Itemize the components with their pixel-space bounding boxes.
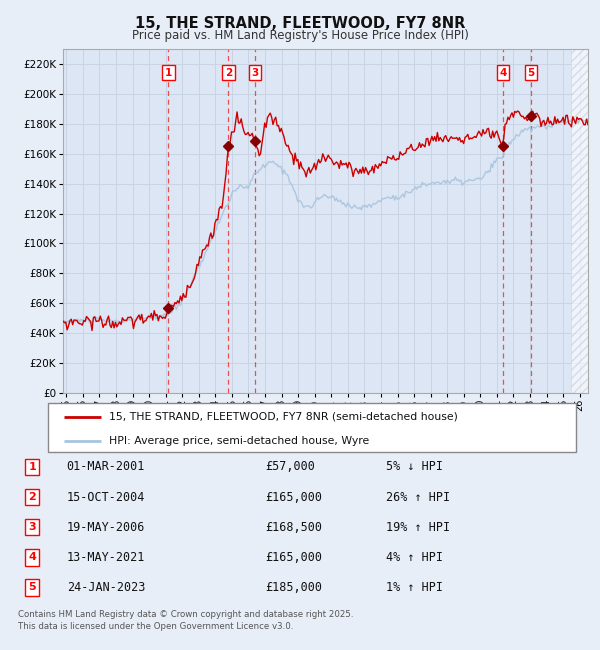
Text: 1: 1 — [28, 462, 36, 472]
Text: 1% ↑ HPI: 1% ↑ HPI — [386, 581, 443, 594]
Text: £165,000: £165,000 — [265, 491, 322, 504]
Text: 19-MAY-2006: 19-MAY-2006 — [67, 521, 145, 534]
Text: 3: 3 — [251, 68, 259, 78]
Text: 24-JAN-2023: 24-JAN-2023 — [67, 581, 145, 594]
Text: 4% ↑ HPI: 4% ↑ HPI — [386, 551, 443, 564]
Text: 3: 3 — [28, 522, 36, 532]
Text: 15, THE STRAND, FLEETWOOD, FY7 8NR: 15, THE STRAND, FLEETWOOD, FY7 8NR — [135, 16, 465, 31]
Text: 2: 2 — [28, 492, 36, 502]
Text: 4: 4 — [499, 68, 507, 78]
Text: 15-OCT-2004: 15-OCT-2004 — [67, 491, 145, 504]
Text: £168,500: £168,500 — [265, 521, 322, 534]
Text: £57,000: £57,000 — [265, 460, 316, 473]
FancyBboxPatch shape — [48, 403, 576, 452]
Text: 26% ↑ HPI: 26% ↑ HPI — [386, 491, 451, 504]
Text: 13-MAY-2021: 13-MAY-2021 — [67, 551, 145, 564]
Text: 5: 5 — [28, 582, 36, 592]
Text: 2: 2 — [225, 68, 232, 78]
Text: £165,000: £165,000 — [265, 551, 322, 564]
Text: £185,000: £185,000 — [265, 581, 322, 594]
Text: 4: 4 — [28, 552, 36, 562]
Text: HPI: Average price, semi-detached house, Wyre: HPI: Average price, semi-detached house,… — [109, 436, 369, 446]
Text: Contains HM Land Registry data © Crown copyright and database right 2025.: Contains HM Land Registry data © Crown c… — [18, 610, 353, 619]
Text: 01-MAR-2001: 01-MAR-2001 — [67, 460, 145, 473]
Text: 15, THE STRAND, FLEETWOOD, FY7 8NR (semi-detached house): 15, THE STRAND, FLEETWOOD, FY7 8NR (semi… — [109, 411, 458, 422]
Text: 5: 5 — [527, 68, 535, 78]
Text: This data is licensed under the Open Government Licence v3.0.: This data is licensed under the Open Gov… — [18, 621, 293, 630]
Text: 5% ↓ HPI: 5% ↓ HPI — [386, 460, 443, 473]
Text: Price paid vs. HM Land Registry's House Price Index (HPI): Price paid vs. HM Land Registry's House … — [131, 29, 469, 42]
Text: 1: 1 — [165, 68, 172, 78]
Text: 19% ↑ HPI: 19% ↑ HPI — [386, 521, 451, 534]
